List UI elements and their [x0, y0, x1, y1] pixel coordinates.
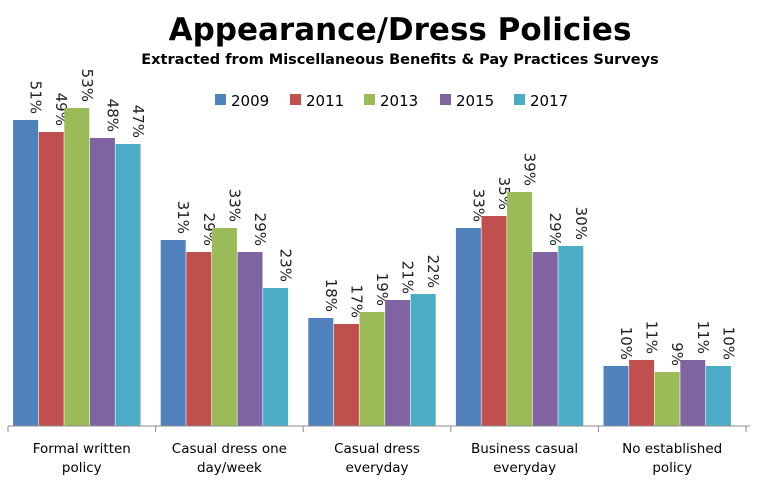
- legend-label: 2013: [380, 92, 418, 110]
- category-label: Casual dress everyday: [334, 441, 420, 476]
- data-label: 10%: [617, 327, 635, 360]
- data-label: 29%: [251, 213, 269, 246]
- legend-item-2009: 2009: [215, 92, 269, 110]
- bar-2017-casual-dress-one-day-week: [263, 288, 289, 426]
- legend-label: 2015: [456, 92, 494, 110]
- data-label: 11%: [643, 321, 661, 354]
- bar-2013-no-established-policy: [654, 372, 680, 426]
- legend-label: 2009: [231, 92, 269, 110]
- bar-group-casual-dress-everyday: 18% 17% 19% 21% 22%: [308, 255, 442, 426]
- bar-2009-formal-written-policy: [13, 120, 39, 426]
- legend-item-2011: 2011: [290, 92, 344, 110]
- bar-group-business-casual-everyday: 33% 35%39%29% 30%: [455, 153, 590, 426]
- bar-group-formal-written-policy: 51% 49%53%48% 47%: [13, 69, 147, 426]
- data-label: 51%: [27, 81, 45, 114]
- data-label: 17%: [347, 285, 365, 318]
- data-label: 18%: [322, 279, 340, 312]
- category-label: Business casual everyday: [471, 441, 578, 476]
- legend-swatch: [290, 94, 301, 105]
- data-label: 11%: [694, 321, 712, 354]
- data-label: 33%: [225, 189, 243, 222]
- bar-2009-casual-dress-everyday: [308, 318, 334, 426]
- category-label: Formal written policy: [33, 441, 131, 476]
- bar-2011-casual-dress-one-day-week: [186, 252, 212, 426]
- bar-2013-casual-dress-everyday: [359, 312, 385, 426]
- data-label: 19%: [373, 273, 391, 306]
- category-label: No established policy: [622, 441, 722, 476]
- data-label: 31%: [174, 201, 192, 234]
- data-label: 30%: [572, 207, 590, 240]
- data-label: 29%: [546, 213, 564, 246]
- bar-2013-casual-dress-one-day-week: [211, 228, 237, 426]
- data-label: 22%: [424, 255, 442, 288]
- bar-2011-business-casual-everyday: [481, 216, 507, 426]
- x-axis: Formal written policy Casual dress one day/…: [7, 425, 750, 476]
- legend: 2009 2011 2013 2015 2017: [215, 92, 568, 110]
- bar-2009-no-established-policy: [603, 366, 629, 426]
- bar-2017-casual-dress-everyday: [410, 294, 436, 426]
- bar-2009-casual-dress-one-day-week: [160, 240, 186, 426]
- data-label: 23%: [277, 249, 295, 282]
- bar-2015-casual-dress-everyday: [385, 300, 411, 426]
- legend-swatch: [364, 94, 375, 105]
- legend-item-2017: 2017: [514, 92, 568, 110]
- legend-label: 2017: [530, 92, 568, 110]
- bar-group-casual-dress-one-day-week: 31% 29%33%29%23%: [160, 189, 295, 426]
- data-label: 10%: [719, 327, 737, 360]
- bar-area: 51% 49%53%48% 47%31% 29%33%29%23%18% 17% 19% 2…: [13, 69, 737, 426]
- legend-label: 2011: [306, 92, 344, 110]
- legend-item-2015: 2015: [440, 92, 494, 110]
- bar-2015-casual-dress-one-day-week: [237, 252, 263, 426]
- bar-2011-casual-dress-everyday: [333, 324, 359, 426]
- legend-swatch: [514, 94, 525, 105]
- bar-group-no-established-policy: 10% 11%9%11% 10%: [603, 321, 737, 426]
- data-label: 21%: [399, 261, 417, 294]
- data-label: 53%: [78, 69, 96, 102]
- bar-2011-formal-written-policy: [38, 132, 64, 426]
- legend-item-2013: 2013: [364, 92, 418, 110]
- category-label: Casual dress one day/week: [172, 441, 287, 476]
- bar-2013-business-casual-everyday: [507, 192, 533, 426]
- bar-2009-business-casual-everyday: [455, 228, 481, 426]
- bar-2011-no-established-policy: [629, 360, 655, 426]
- data-label: 47%: [129, 105, 147, 138]
- data-label: 48%: [103, 99, 121, 132]
- chart-title: Appearance/Dress Policies: [169, 12, 632, 48]
- legend-swatch: [215, 94, 226, 105]
- bar-2017-formal-written-policy: [115, 144, 141, 426]
- bar-2017-business-casual-everyday: [558, 246, 584, 426]
- bar-2015-no-established-policy: [680, 360, 706, 426]
- bar-2015-business-casual-everyday: [532, 252, 558, 426]
- data-label: 33%: [469, 189, 487, 222]
- bar-2017-no-established-policy: [705, 366, 731, 426]
- data-label: 39%: [521, 153, 539, 186]
- bar-2013-formal-written-policy: [64, 108, 90, 426]
- legend-swatch: [440, 94, 451, 105]
- bar-2015-formal-written-policy: [89, 138, 115, 426]
- chart-subtitle: Extracted from Miscellaneous Benefits & …: [141, 52, 658, 68]
